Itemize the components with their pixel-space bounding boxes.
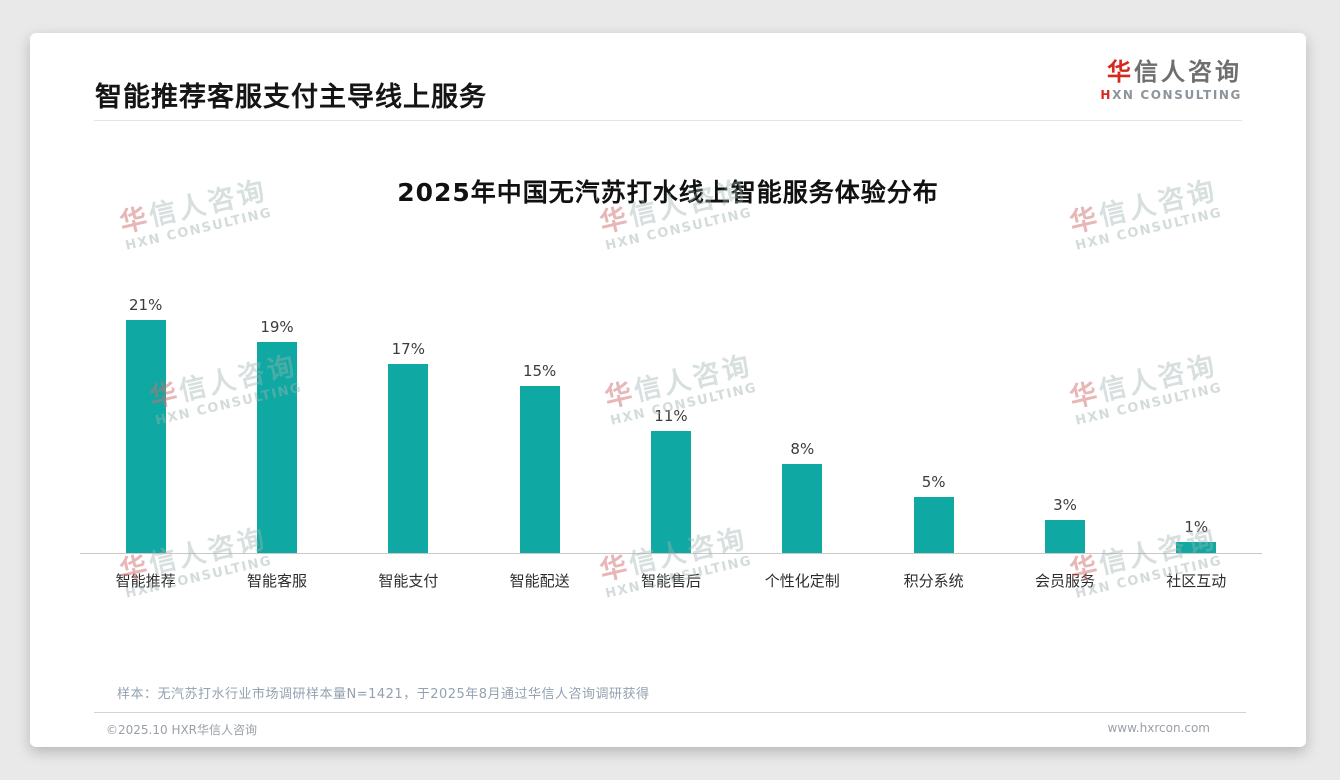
category-label: 个性化定制 [764, 572, 840, 590]
value-label: 21% [128, 296, 163, 314]
value-label: 8% [790, 440, 815, 458]
logo-cn-text: 华信人咨询 [1100, 57, 1242, 87]
bar [1044, 520, 1085, 553]
header-divider [94, 120, 1242, 121]
category-label: 智能推荐 [115, 572, 176, 590]
logo-en-rest: XN CONSULTING [1112, 88, 1242, 102]
bar [782, 464, 823, 553]
bar [519, 386, 560, 553]
bar-column: 19% [211, 318, 342, 553]
category-label: 智能支付 [378, 572, 439, 590]
value-label: 11% [654, 407, 688, 425]
category-label: 智能售后 [640, 572, 701, 590]
bar-column: 15% [474, 362, 605, 553]
category-label: 社区互动 [1166, 572, 1227, 590]
value-label: 15% [522, 362, 557, 380]
category-label: 会员服务 [1034, 572, 1095, 590]
bar-column: 8% [737, 440, 868, 553]
website-text: www.hxrcon.com [1107, 721, 1210, 735]
value-label: 5% [921, 473, 946, 491]
company-logo: 华信人咨询 HXN CONSULTING [1100, 57, 1242, 103]
bar [125, 320, 166, 553]
logo-cn-accent: 华 [1107, 58, 1134, 86]
value-label: 17% [391, 340, 425, 358]
bar [256, 342, 297, 553]
bar-column: 21% [80, 296, 211, 553]
bar [1176, 542, 1217, 553]
value-label: 1% [1184, 518, 1209, 536]
category-label: 积分系统 [903, 572, 964, 590]
chart-title: 2025年中国无汽苏打水线上智能服务体验分布 [397, 178, 939, 207]
footer-divider [94, 712, 1246, 713]
logo-en-accent: H [1100, 88, 1113, 102]
value-label: 19% [260, 318, 294, 336]
copyright-text: ©2025.10 HXR华信人咨询 [106, 723, 258, 737]
bar-group: 21% 19% 17% 15% 11% 8% 5% 3% 1% [80, 296, 1262, 553]
bar-column: 3% [999, 496, 1130, 553]
bar [913, 497, 954, 553]
logo-en-text: HXN CONSULTING [1100, 87, 1242, 103]
bar-column: 11% [605, 407, 736, 553]
bar-column: 17% [343, 340, 474, 553]
category-label: 智能客服 [246, 572, 307, 590]
report-card: 智能推荐客服支付主导线上服务 华信人咨询 HXN CONSULTING 2025… [30, 33, 1306, 747]
bar-chart: 21% 19% 17% 15% 11% 8% 5% 3% 1% 智能推荐 智能客服 智能支付 智能配送… [80, 296, 1262, 591]
value-label: 3% [1053, 496, 1077, 514]
bar-column: 5% [868, 473, 999, 553]
category-row: 智能推荐 智能客服 智能支付 智能配送 智能售后 个性化定制 积分系统 会员服务 社区互动 [80, 554, 1262, 591]
bar-column: 1% [1131, 518, 1262, 553]
x-axis-line [80, 553, 1262, 554]
bar [650, 431, 691, 553]
logo-cn-rest: 信人咨询 [1134, 58, 1242, 86]
sample-note: 样本：无汽苏打水行业市场调研样本量N=1421，于2025年8月通过华信人咨询调… [117, 687, 650, 702]
category-label: 智能配送 [509, 572, 570, 590]
bar [388, 364, 429, 553]
page-title: 智能推荐客服支付主导线上服务 [95, 82, 487, 113]
